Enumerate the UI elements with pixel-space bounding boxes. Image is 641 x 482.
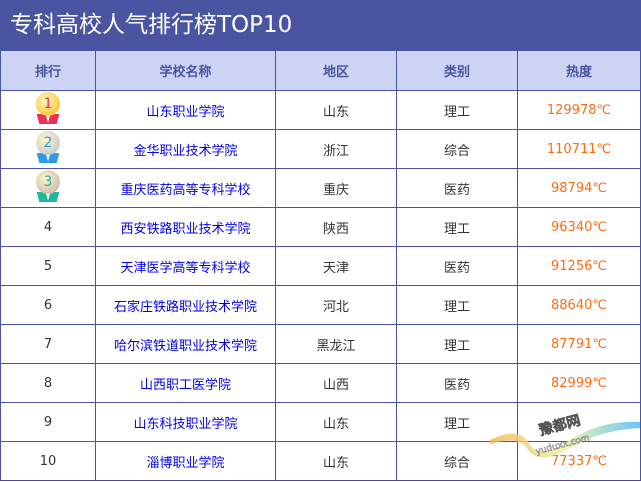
table-row: 6 石家庄铁路职业技术学院 河北 理工 88640℃ xyxy=(0,285,641,325)
region-cell: 天津 xyxy=(275,246,397,286)
region-cell: 山东 xyxy=(275,402,397,442)
region-cell: 山西 xyxy=(275,363,397,403)
heat-cell: 98794℃ xyxy=(517,168,641,208)
table-row: 1 山东职业学院 山东 理工 129978℃ xyxy=(0,90,641,130)
heat-cell: 110711℃ xyxy=(517,129,641,169)
heat-cell: 129978℃ xyxy=(517,90,641,130)
region-cell: 浙江 xyxy=(275,129,397,169)
medal-3-icon: 3 xyxy=(35,170,61,202)
rank-cell: 3 xyxy=(0,168,96,208)
table-row: 5 天津医学高等专科学校 天津 医药 91256℃ xyxy=(0,246,641,286)
heat-cell: 82999℃ xyxy=(517,363,641,403)
school-link[interactable]: 石家庄铁路职业技术学院 xyxy=(113,299,257,315)
type-cell: 理工 xyxy=(396,324,518,364)
rank-cell: 4 xyxy=(0,207,96,247)
rank-cell: 10 xyxy=(0,441,96,481)
table-row: 2 金华职业技术学院 浙江 综合 110711℃ xyxy=(0,129,641,169)
table-header: 排行 学校名称 地区 类别 热度 xyxy=(0,50,641,91)
school-link[interactable]: 金华职业技术学院 xyxy=(133,143,238,159)
table-row: 4 西安铁路职业技术学院 陕西 理工 96340℃ xyxy=(0,207,641,247)
rank-cell: 2 xyxy=(0,129,96,169)
heat-cell: 77337℃ xyxy=(517,441,641,481)
type-cell: 理工 xyxy=(396,285,518,325)
heat-cell: 87791℃ xyxy=(517,324,641,364)
header-school: 学校名称 xyxy=(95,50,276,91)
region-cell: 黑龙江 xyxy=(275,324,397,364)
type-cell: 医药 xyxy=(396,246,518,286)
school-link[interactable]: 山东科技职业学院 xyxy=(133,416,238,432)
school-link[interactable]: 西安铁路职业技术学院 xyxy=(120,221,251,237)
table-row: 10 淄博职业学院 山东 综合 77337℃ xyxy=(0,441,641,481)
rank-cell: 6 xyxy=(0,285,96,325)
rank-cell: 9 xyxy=(0,402,96,442)
header-heat: 热度 xyxy=(517,50,641,91)
rank-cell: 1 xyxy=(0,90,96,130)
heat-cell: 96340℃ xyxy=(517,207,641,247)
region-cell: 重庆 xyxy=(275,168,397,208)
type-cell: 理工 xyxy=(396,90,518,130)
type-cell: 理工 xyxy=(396,207,518,247)
medal-1-icon: 1 xyxy=(35,92,61,124)
school-link[interactable]: 重庆医药高等专科学校 xyxy=(120,182,251,198)
type-cell: 医药 xyxy=(396,363,518,403)
region-cell: 山东 xyxy=(275,90,397,130)
table-row: 3 重庆医药高等专科学校 重庆 医药 98794℃ xyxy=(0,168,641,208)
region-cell: 河北 xyxy=(275,285,397,325)
table-row: 7 哈尔滨铁道职业技术学院 黑龙江 理工 87791℃ xyxy=(0,324,641,364)
school-link[interactable]: 山东职业学院 xyxy=(146,104,225,120)
page-title: 专科高校人气排行榜TOP10 xyxy=(0,0,641,50)
type-cell: 综合 xyxy=(396,129,518,169)
rank-cell: 8 xyxy=(0,363,96,403)
type-cell: 医药 xyxy=(396,168,518,208)
heat-cell xyxy=(517,402,641,442)
header-type: 类别 xyxy=(396,50,518,91)
header-region: 地区 xyxy=(275,50,397,91)
rank-cell: 7 xyxy=(0,324,96,364)
region-cell: 山东 xyxy=(275,441,397,481)
header-rank: 排行 xyxy=(0,50,96,91)
heat-cell: 91256℃ xyxy=(517,246,641,286)
medal-2-icon: 2 xyxy=(35,131,61,163)
school-link[interactable]: 山西职工医学院 xyxy=(139,377,231,393)
school-link[interactable]: 淄博职业学院 xyxy=(146,455,225,471)
school-link[interactable]: 哈尔滨铁道职业技术学院 xyxy=(113,338,257,354)
rank-cell: 5 xyxy=(0,246,96,286)
school-link[interactable]: 天津医学高等专科学校 xyxy=(120,260,251,276)
table-row: 9 山东科技职业学院 山东 理工 xyxy=(0,402,641,442)
table-row: 8 山西职工医学院 山西 医药 82999℃ xyxy=(0,363,641,403)
region-cell: 陕西 xyxy=(275,207,397,247)
type-cell: 理工 xyxy=(396,402,518,442)
type-cell: 综合 xyxy=(396,441,518,481)
ranking-table: 排行 学校名称 地区 类别 热度 1 山东职业学院 山东 理工 129978℃ 2 金华职业… xyxy=(0,50,641,481)
heat-cell: 88640℃ xyxy=(517,285,641,325)
